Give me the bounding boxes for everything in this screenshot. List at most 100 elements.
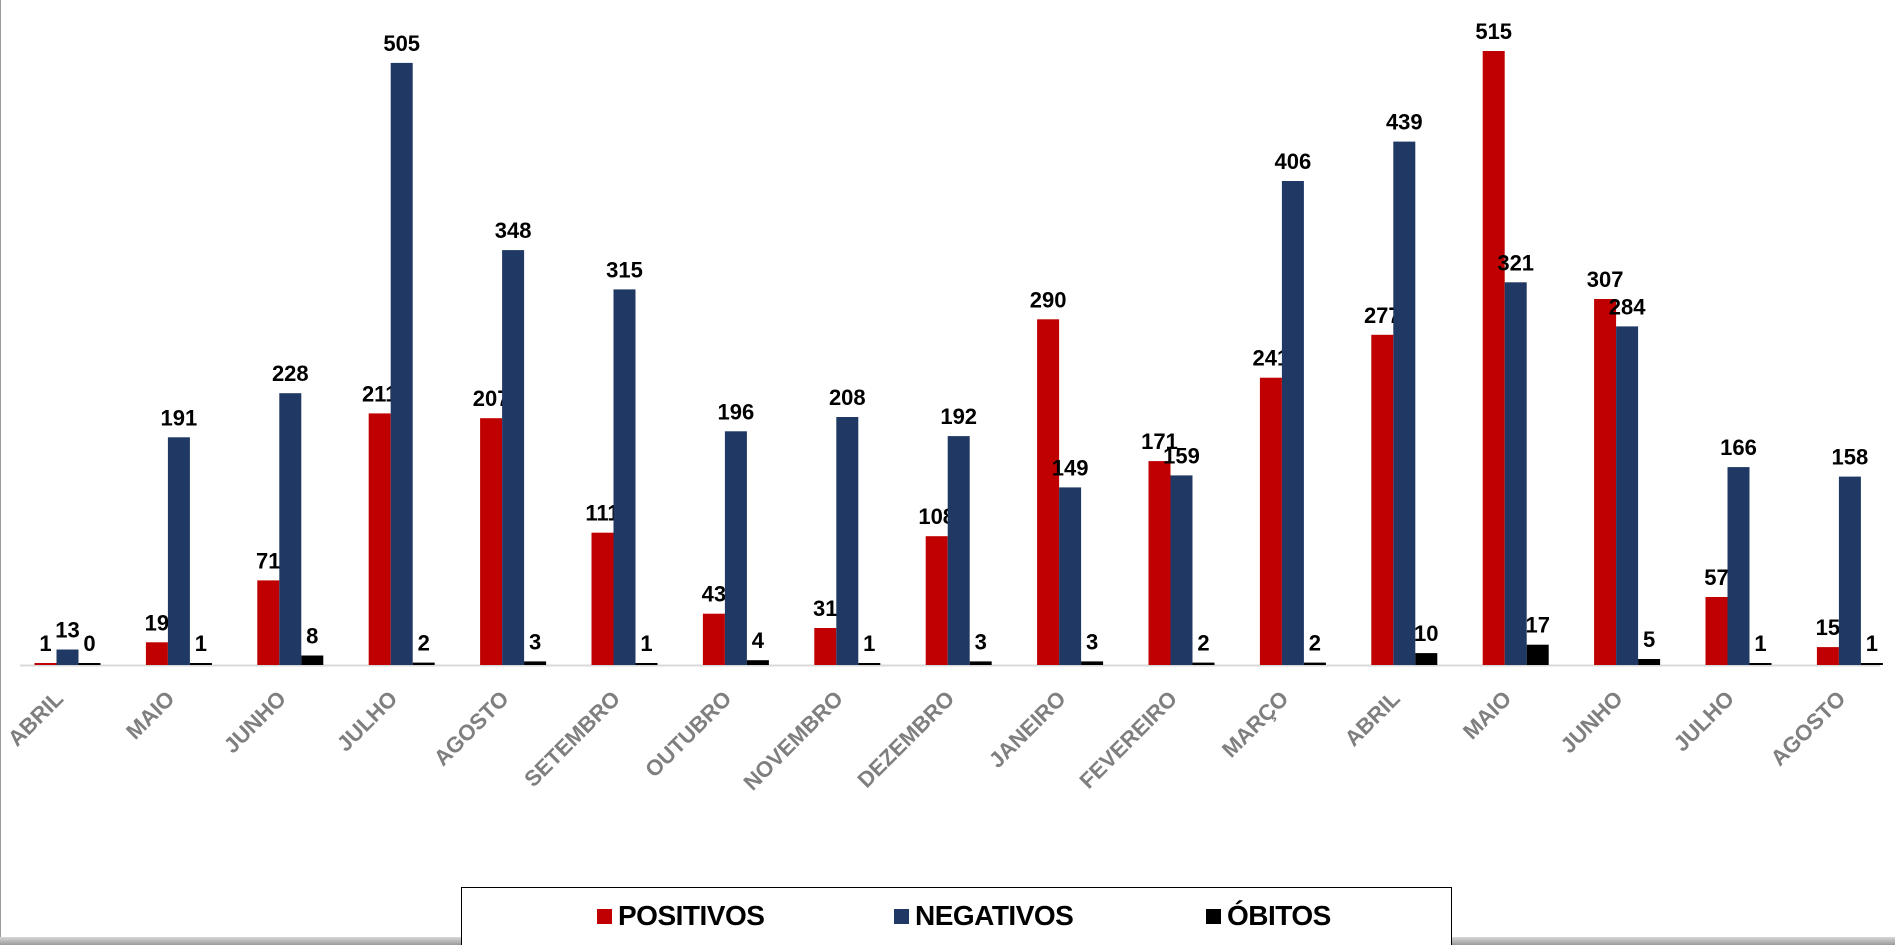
data-label-negativos: 406 — [1275, 149, 1312, 174]
bar-positivos — [702, 613, 725, 665]
data-label-positivos: 515 — [1475, 19, 1512, 44]
legend-item-negativos: NEGATIVOS — [894, 900, 1074, 932]
x-tick-label: JANEIRO — [984, 686, 1071, 773]
data-label-positivos: 171 — [1141, 429, 1178, 454]
data-label-positivos: 15 — [1816, 615, 1840, 640]
x-tick-label: OUTUBRO — [640, 686, 736, 782]
bar-obitos — [1638, 659, 1661, 665]
data-label-obitos: 2 — [418, 631, 430, 656]
bar-positivos — [1816, 647, 1839, 665]
data-label-positivos: 1 — [39, 631, 51, 656]
data-label-positivos: 71 — [256, 548, 280, 573]
data-label-negativos: 149 — [1052, 455, 1089, 480]
bar-positivos — [1371, 334, 1394, 665]
bar-obitos — [969, 661, 992, 665]
data-label-obitos: 1 — [1866, 631, 1878, 656]
bar-obitos — [189, 663, 212, 665]
bar-obitos — [1860, 663, 1883, 665]
bar-positivos — [1482, 51, 1505, 665]
data-label-obitos: 0 — [83, 631, 95, 656]
data-label-positivos: 290 — [1030, 287, 1067, 312]
bar-negativos — [1838, 476, 1861, 665]
x-tick-label: ABRIL — [3, 686, 68, 751]
data-label-negativos: 159 — [1163, 443, 1200, 468]
data-label-positivos: 57 — [1704, 565, 1728, 590]
bar-obitos — [524, 661, 547, 665]
x-tick-label: JULHO — [1669, 686, 1739, 756]
data-label-obitos: 10 — [1414, 621, 1438, 646]
data-label-negativos: 439 — [1386, 110, 1423, 135]
data-label-obitos: 4 — [752, 628, 765, 653]
bar-obitos — [1415, 653, 1438, 665]
bar-negativos — [1504, 282, 1527, 665]
bar-obitos — [635, 663, 658, 665]
data-label-obitos: 1 — [640, 631, 652, 656]
data-label-obitos: 5 — [1643, 627, 1655, 652]
bar-obitos — [412, 662, 435, 665]
bar-positivos — [1148, 461, 1171, 665]
data-label-negativos: 191 — [161, 405, 198, 430]
x-tick-label: SETEMBRO — [519, 686, 625, 792]
data-label-negativos: 228 — [272, 361, 309, 386]
data-label-negativos: 208 — [829, 385, 866, 410]
bar-negativos — [390, 62, 413, 665]
x-tick-label: AGOSTO — [429, 686, 514, 771]
bar-negativos — [836, 417, 859, 665]
bar-negativos — [1727, 467, 1750, 665]
legend-swatch-obitos — [1206, 908, 1221, 924]
data-label-negativos: 505 — [383, 31, 420, 56]
data-label-negativos: 348 — [495, 218, 532, 243]
data-label-obitos: 1 — [195, 631, 207, 656]
bar-obitos — [301, 655, 324, 665]
bar-negativos — [1393, 141, 1416, 666]
bar-negativos — [167, 437, 190, 665]
x-tick-label: MAIO — [121, 686, 179, 744]
x-tick-label: JULHO — [332, 686, 402, 756]
bar-negativos — [56, 649, 79, 665]
data-label-obitos: 8 — [306, 624, 318, 649]
bar-positivos — [257, 580, 280, 665]
legend-label-negativos: NEGATIVOS — [915, 900, 1074, 931]
bar-positivos — [1705, 597, 1728, 665]
bar-negativos — [1281, 181, 1304, 665]
bar-positivos — [814, 628, 837, 665]
data-label-obitos: 1 — [863, 631, 875, 656]
bar-positivos — [591, 532, 614, 665]
legend-swatch-negativos — [894, 908, 909, 924]
x-tick-label: MARÇO — [1217, 686, 1293, 762]
bar-positivos — [925, 536, 948, 665]
data-label-positivos: 43 — [702, 582, 726, 607]
x-tick-label: NOVEMBRO — [739, 686, 848, 795]
data-label-obitos: 3 — [975, 629, 987, 654]
bar-obitos — [746, 660, 769, 665]
bar-obitos — [78, 663, 101, 665]
data-label-obitos: 17 — [1525, 613, 1549, 638]
data-label-positivos: 307 — [1587, 267, 1624, 292]
legend-item-positivos: POSITIVOS — [597, 900, 765, 932]
bar-negativos — [1059, 487, 1082, 665]
bar-negativos — [1170, 475, 1193, 665]
bar-positivos — [480, 418, 503, 665]
x-tick-label: JUNHO — [219, 686, 291, 758]
bar-negativos — [279, 393, 302, 665]
data-label-positivos: 19 — [145, 610, 169, 635]
data-label-negativos: 284 — [1609, 294, 1646, 319]
bar-positivos — [145, 642, 168, 665]
x-tick-label: DEZEMBRO — [853, 686, 960, 793]
x-tick-label: FEVEREIRO — [1074, 686, 1182, 794]
data-label-positivos: 31 — [813, 596, 837, 621]
data-label-obitos: 2 — [1197, 631, 1209, 656]
legend: POSITIVOS NEGATIVOS ÓBITOS — [461, 887, 1452, 945]
bar-obitos — [858, 663, 881, 665]
data-label-obitos: 3 — [1086, 629, 1098, 654]
bar-positivos — [34, 663, 57, 665]
data-label-obitos: 2 — [1309, 631, 1321, 656]
bar-negativos — [1616, 326, 1639, 665]
bar-positivos — [1594, 299, 1617, 665]
bar-positivos — [1259, 377, 1282, 665]
bar-obitos — [1192, 662, 1215, 665]
legend-label-obitos: ÓBITOS — [1227, 900, 1331, 931]
data-label-obitos: 3 — [529, 629, 541, 654]
